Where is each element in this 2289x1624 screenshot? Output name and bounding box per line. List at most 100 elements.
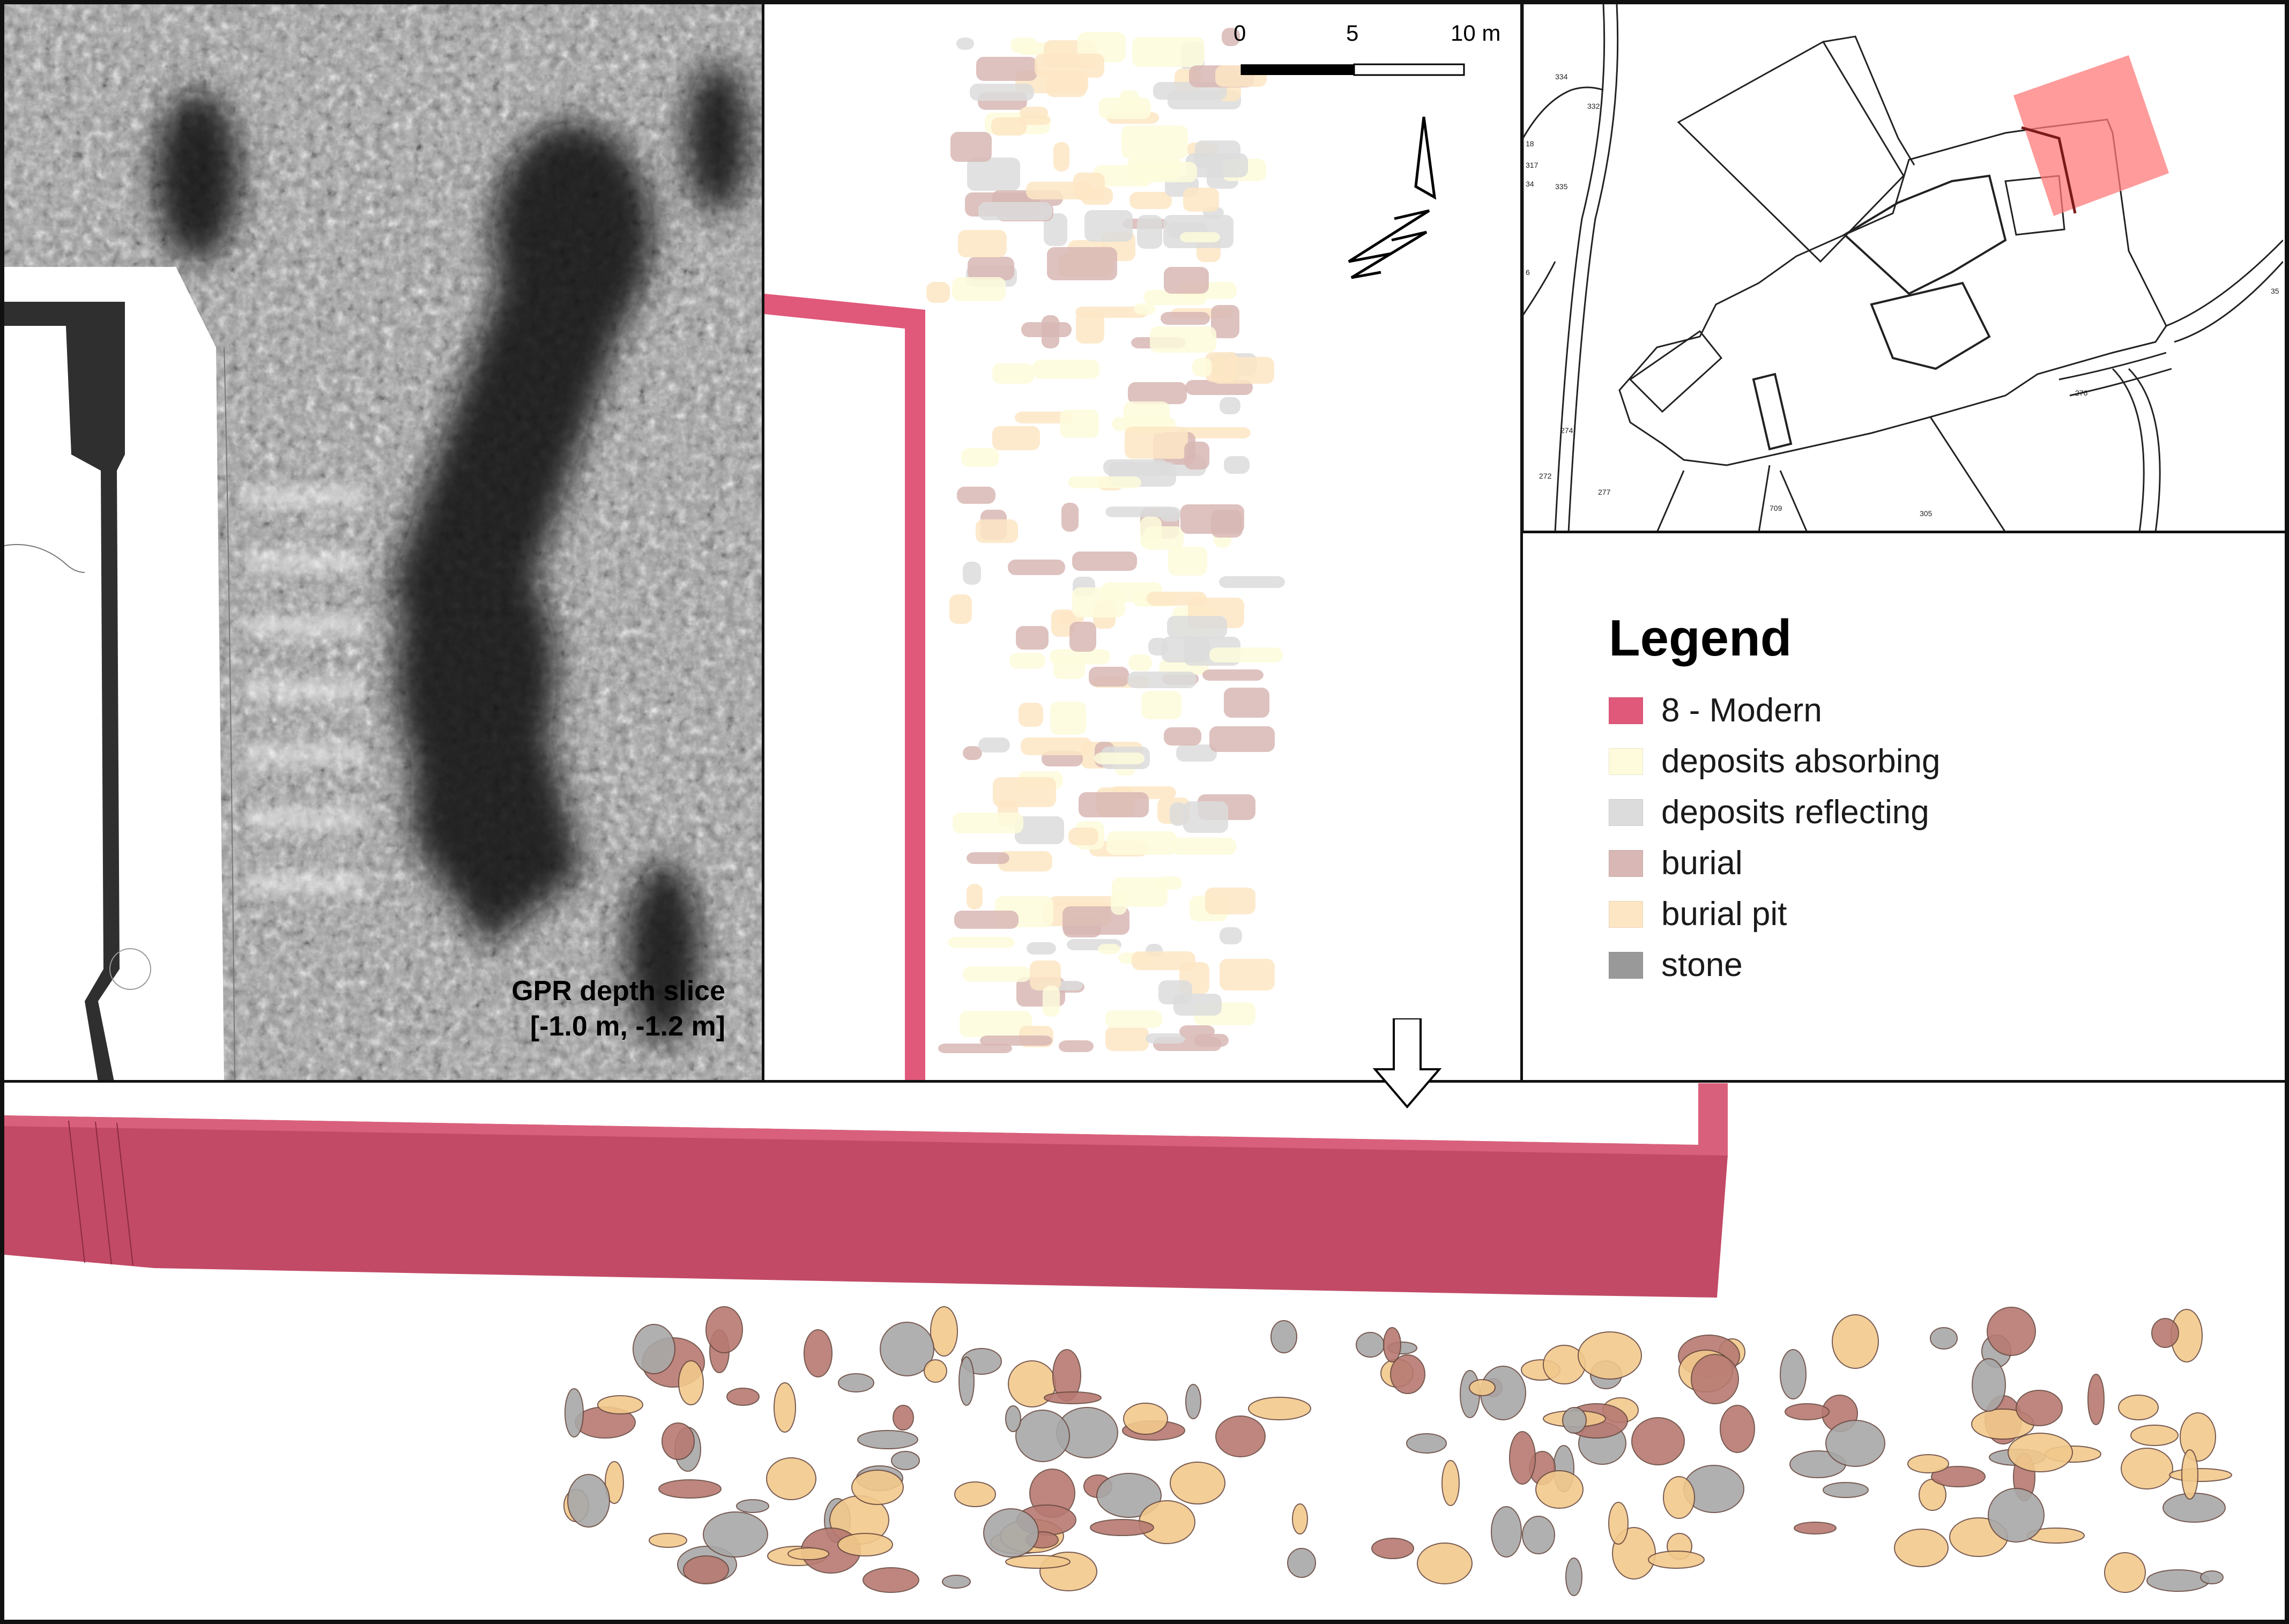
plan-feature (950, 132, 992, 162)
plan-feature (1157, 876, 1182, 890)
burial-3d-feature (1720, 1405, 1755, 1453)
gpr-label-line1: GPR depth slice (511, 975, 725, 1007)
plan-feature (1046, 76, 1087, 97)
burial-3d-feature (705, 1306, 743, 1353)
frame-mid-horizontal (0, 1080, 2289, 1083)
burial-3d-feature (1509, 1431, 1536, 1485)
burial-3d-feature (1565, 1558, 1582, 1596)
plan-feature (1072, 587, 1125, 617)
frame-divider-2 (1520, 0, 1523, 1083)
burial-3d-feature (1090, 1519, 1154, 1536)
legend-item-deposits-absorbing: deposits absorbing (1609, 736, 1940, 787)
plan-feature (967, 158, 1020, 191)
frame-divider-1 (762, 0, 764, 1083)
burials-3d (563, 1306, 2232, 1596)
plan-feature (1027, 942, 1056, 955)
plan-feature (1105, 1010, 1162, 1028)
plan-feature (954, 911, 1019, 929)
burial-3d-feature (983, 1508, 1039, 1558)
burial-3d-feature (893, 1405, 914, 1431)
burial-3d-feature (1522, 1516, 1555, 1554)
burial-3d-feature (1390, 1354, 1425, 1394)
scale-tick-0: 0 (1233, 20, 1246, 46)
plan-feature (1019, 703, 1043, 727)
down-arrow-icon (1372, 1018, 1442, 1109)
location-map: 334 332 18 317 34 335 6 274 272 277 709 … (1523, 4, 2283, 532)
plan-feature (1098, 944, 1120, 954)
burial-3d-feature (1383, 1327, 1401, 1362)
plan-feature (1106, 831, 1177, 855)
parcel-274: 274 (1560, 426, 1573, 435)
plan-feature (938, 1044, 1012, 1053)
plan-feature (1061, 503, 1079, 532)
plan-feature (1172, 838, 1236, 855)
frame-bottom (0, 1620, 2289, 1624)
plan-feature (1053, 142, 1069, 172)
burial-3d-feature (1287, 1548, 1316, 1578)
burial-3d-feature (736, 1499, 769, 1513)
burial-3d-feature (766, 1457, 816, 1500)
plan-feature (1168, 547, 1207, 576)
burial-3d-feature (1417, 1543, 1473, 1584)
burial-3d-feature (1005, 1405, 1021, 1432)
burial-3d-feature (1578, 1331, 1642, 1380)
burial-3d-feature (683, 1555, 729, 1584)
legend-title: Legend (1609, 609, 1792, 667)
plan-feature (1129, 192, 1172, 209)
plan-feature (1043, 986, 1060, 1017)
burial-3d-feature (1794, 1522, 1837, 1534)
legend-swatch-deposits-reflecting (1609, 799, 1643, 826)
plan-feature (1015, 412, 1073, 423)
location-map-panel: 334 332 18 317 34 335 6 274 272 277 709 … (1523, 4, 2283, 532)
plan-feature (1072, 552, 1137, 571)
plan-feature (1161, 312, 1210, 325)
plan-feature (961, 448, 999, 467)
plan-features (926, 28, 1285, 1053)
parcel-305: 305 (1920, 509, 1933, 518)
burial-3d-feature (804, 1329, 833, 1377)
plan-feature (952, 277, 1006, 301)
plan-feature (1150, 326, 1216, 353)
burial-3d-feature (2200, 1570, 2224, 1584)
burial-3d-feature (1825, 1420, 1885, 1467)
burial-3d-feature (1562, 1407, 1587, 1434)
legend-label-burial: burial (1661, 845, 1743, 882)
legend-label-burial-pit: burial pit (1661, 896, 1787, 933)
burial-3d-feature (1441, 1460, 1460, 1506)
burial-3d-feature (774, 1382, 796, 1433)
3d-model-view (4, 1083, 2232, 1596)
plan-feature (1167, 616, 1227, 638)
legend-item-burial: burial (1609, 838, 1940, 889)
parcel-18: 18 (1526, 139, 1534, 148)
plan-feature (1105, 1026, 1149, 1051)
burial-3d-feature (1785, 1403, 1830, 1420)
plan-feature (963, 562, 981, 585)
burial-3d-feature (880, 1322, 934, 1376)
parcel-35: 35 (2271, 287, 2279, 295)
plan-feature (978, 202, 1052, 220)
plan-feature (1140, 517, 1162, 549)
plan-feature (1132, 951, 1195, 970)
plan-feature (1125, 427, 1188, 459)
plan-feature (953, 813, 1023, 833)
plan-feature (1220, 959, 1275, 990)
plan-feature (1134, 303, 1156, 315)
plan-feature (956, 38, 974, 50)
burial-3d-feature (838, 1373, 874, 1392)
north-arrow-icon (1348, 116, 1437, 279)
burial-3d-feature (942, 1575, 971, 1589)
burial-3d-feature (726, 1388, 760, 1406)
burial-3d-feature (597, 1395, 643, 1414)
plan-feature (1224, 688, 1269, 718)
plan-feature (1016, 626, 1049, 650)
plan-feature (1146, 1033, 1185, 1044)
gpr-label-line2: [-1.0 m, -1.2 m] (530, 1011, 725, 1042)
legend-item-stone: stone (1609, 940, 1940, 990)
plan-feature (1051, 609, 1075, 637)
plan-feature (1163, 215, 1233, 248)
burial-3d-feature (2181, 1449, 2198, 1500)
plan-feature (1128, 382, 1187, 404)
plan-feature (1128, 654, 1152, 671)
plan-feature (1211, 305, 1239, 338)
burial-3d-feature (1987, 1307, 2036, 1356)
